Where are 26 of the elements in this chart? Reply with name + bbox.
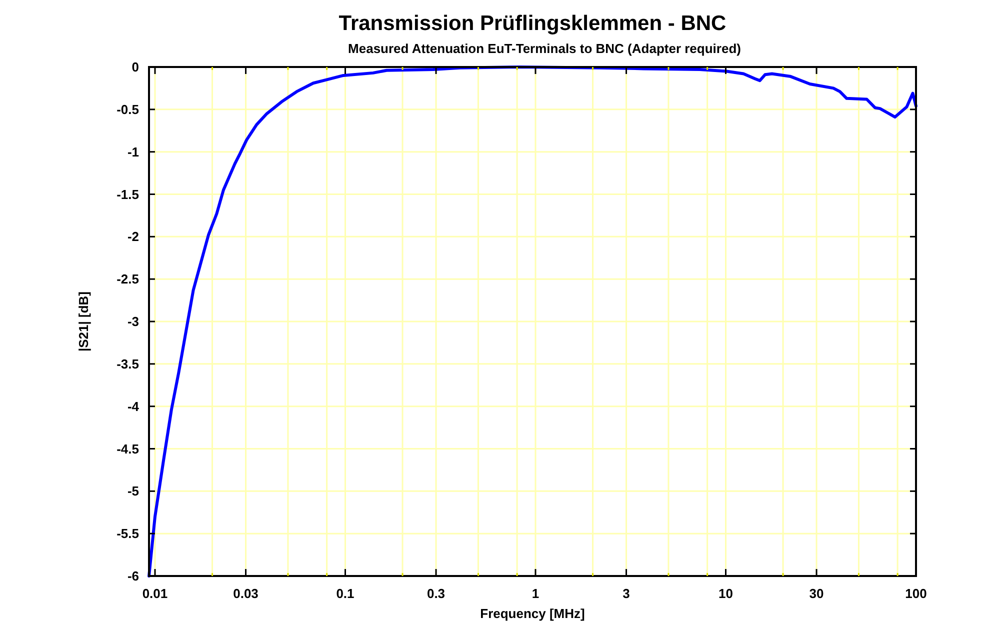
x-tick-label: 3 xyxy=(622,586,630,601)
chart-subtitle: Measured Attenuation EuT-Terminals to BNC (Adapter required) xyxy=(348,41,741,56)
x-tick-label: 0.3 xyxy=(426,586,446,601)
x-tick-label: 0.1 xyxy=(336,586,354,601)
y-axis-title: |S21| [dB] xyxy=(76,291,91,352)
chart-title: Transmission Prüflingsklemmen - BNC xyxy=(338,12,726,35)
y-tick-label: -5.5 xyxy=(116,526,139,542)
y-tick-label: -5 xyxy=(127,484,139,499)
y-tick-label: -2.5 xyxy=(116,272,139,287)
x-tick-label: 0.01 xyxy=(142,586,168,601)
y-tick-label: -4.5 xyxy=(116,441,139,456)
y-tick-label: -0.5 xyxy=(116,102,139,117)
y-tick-label: 0 xyxy=(132,60,139,75)
y-tick-label: -3 xyxy=(127,314,139,330)
x-axis-title: Frequency [MHz] xyxy=(480,606,585,621)
y-tick-label: -1 xyxy=(127,144,139,160)
y-tick-label: -3.5 xyxy=(116,356,139,372)
x-tick-label: 1 xyxy=(532,586,540,601)
x-tick-label: 10 xyxy=(718,586,733,601)
y-tick-label: -1.5 xyxy=(116,186,139,202)
y-tick-label: -2 xyxy=(127,229,139,244)
x-tick-label: 30 xyxy=(809,586,824,601)
y-tick-label: -6 xyxy=(127,568,139,584)
x-tick-label: 100 xyxy=(905,586,927,601)
x-tick-label: 0.03 xyxy=(233,586,258,601)
y-tick-label: -4 xyxy=(127,398,140,414)
